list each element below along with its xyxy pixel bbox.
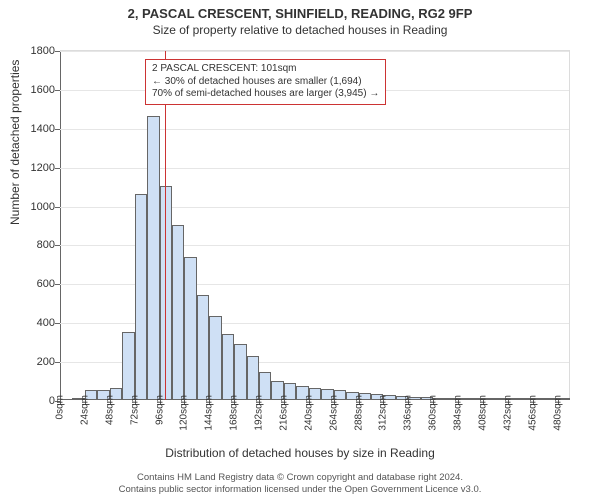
gridline bbox=[60, 129, 569, 130]
histogram-bar bbox=[197, 295, 209, 400]
annotation-line: 70% of semi-detached houses are larger (… bbox=[152, 88, 379, 101]
ytick-mark bbox=[55, 323, 60, 324]
xtick-label: 360sqm bbox=[428, 395, 439, 431]
ytick-label: 400 bbox=[15, 317, 55, 329]
ytick-label: 200 bbox=[15, 356, 55, 368]
xtick-label: 336sqm bbox=[403, 395, 414, 431]
histogram-bar bbox=[222, 334, 234, 400]
histogram-bar bbox=[184, 257, 196, 400]
histogram-bar bbox=[209, 316, 221, 400]
gridline bbox=[60, 168, 569, 169]
xtick-label: 216sqm bbox=[278, 395, 289, 431]
xtick-label: 120sqm bbox=[179, 395, 190, 431]
ytick-label: 600 bbox=[15, 278, 55, 290]
ytick-mark bbox=[55, 129, 60, 130]
xtick-label: 384sqm bbox=[453, 395, 464, 431]
xtick-label: 432sqm bbox=[502, 395, 513, 431]
histogram-bar bbox=[160, 186, 172, 400]
ytick-mark bbox=[55, 362, 60, 363]
histogram-bar bbox=[234, 344, 246, 400]
xtick-label: 48sqm bbox=[104, 395, 115, 425]
ytick-mark bbox=[55, 207, 60, 208]
histogram-bar bbox=[122, 332, 134, 400]
ytick-mark bbox=[55, 245, 60, 246]
annotation-box: 2 PASCAL CRESCENT: 101sqm← 30% of detach… bbox=[145, 59, 386, 105]
histogram-bar bbox=[135, 194, 147, 400]
annotation-line: 2 PASCAL CRESCENT: 101sqm bbox=[152, 63, 379, 76]
xtick-label: 480sqm bbox=[552, 395, 563, 431]
footer-line-1: Contains HM Land Registry data © Crown c… bbox=[0, 472, 600, 484]
histogram-bar bbox=[147, 116, 159, 400]
histogram-bar bbox=[247, 356, 259, 400]
ytick-mark bbox=[55, 51, 60, 52]
ytick-mark bbox=[55, 168, 60, 169]
annotation-line: ← 30% of detached houses are smaller (1,… bbox=[152, 76, 379, 89]
xtick-label: 288sqm bbox=[353, 395, 364, 431]
xtick-label: 168sqm bbox=[229, 395, 240, 431]
footer-line-2: Contains public sector information licen… bbox=[0, 484, 600, 496]
xtick-label: 456sqm bbox=[527, 395, 538, 431]
chart-title-block: 2, PASCAL CRESCENT, SHINFIELD, READING, … bbox=[0, 0, 600, 37]
xtick-label: 240sqm bbox=[303, 395, 314, 431]
xtick-label: 192sqm bbox=[254, 395, 265, 431]
footer-attribution: Contains HM Land Registry data © Crown c… bbox=[0, 472, 600, 496]
xtick-label: 24sqm bbox=[79, 395, 90, 425]
ytick-label: 1400 bbox=[15, 123, 55, 135]
xtick-label: 72sqm bbox=[129, 395, 140, 425]
ytick-label: 800 bbox=[15, 239, 55, 251]
ytick-label: 1200 bbox=[15, 162, 55, 174]
xtick-label: 96sqm bbox=[154, 395, 165, 425]
y-axis-line bbox=[60, 51, 61, 400]
plot-region: 0200400600800100012001400160018000sqm24s… bbox=[60, 50, 570, 400]
chart-subtitle: Size of property relative to detached ho… bbox=[0, 23, 600, 37]
histogram-bar bbox=[172, 225, 184, 400]
xtick-label: 408sqm bbox=[477, 395, 488, 431]
ytick-label: 1800 bbox=[15, 45, 55, 57]
ytick-mark bbox=[55, 90, 60, 91]
chart-title: 2, PASCAL CRESCENT, SHINFIELD, READING, … bbox=[0, 6, 600, 21]
chart-plot-area: 0200400600800100012001400160018000sqm24s… bbox=[60, 50, 570, 400]
xtick-label: 0sqm bbox=[55, 395, 66, 419]
ytick-label: 1000 bbox=[15, 201, 55, 213]
x-axis-label: Distribution of detached houses by size … bbox=[0, 446, 600, 460]
gridline bbox=[60, 51, 569, 52]
ytick-label: 1600 bbox=[15, 84, 55, 96]
ytick-mark bbox=[55, 284, 60, 285]
xtick-label: 264sqm bbox=[328, 395, 339, 431]
xtick-label: 312sqm bbox=[378, 395, 389, 431]
ytick-label: 0 bbox=[15, 395, 55, 407]
xtick-label: 144sqm bbox=[204, 395, 215, 431]
